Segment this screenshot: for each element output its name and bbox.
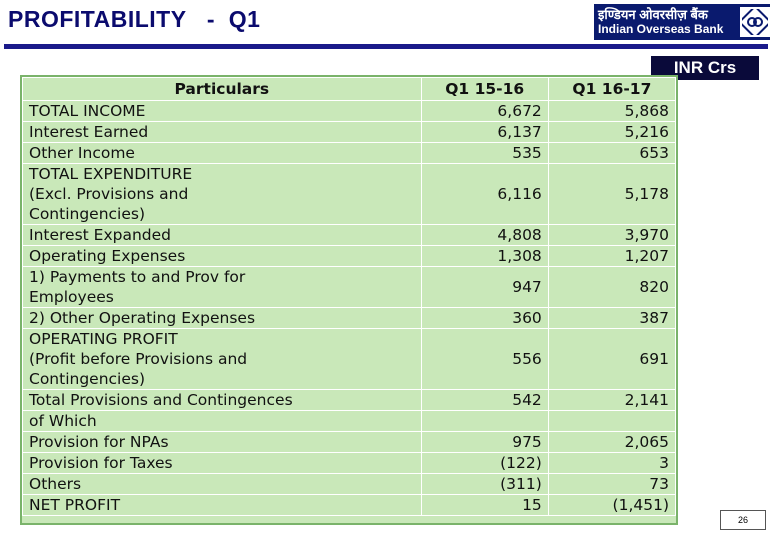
- value-q1-15-16: 6,137: [420, 121, 549, 143]
- row-label: Operating Expenses: [22, 245, 422, 267]
- value-q1-15-16: 360: [420, 307, 549, 329]
- value-q1-15-16: 975: [420, 431, 549, 453]
- value-q1-15-16: 6,672: [420, 100, 549, 122]
- row-label: Provision for NPAs: [22, 431, 422, 453]
- value-q1-15-16: 535: [420, 142, 549, 164]
- bank-emblem-icon: [740, 7, 770, 37]
- table-row: TOTAL INCOME 6,672 5,868: [22, 100, 677, 122]
- value-q1-16-17: 1,207: [547, 245, 677, 267]
- table-row: TOTAL EXPENDITURE (Excl. Provisions and Co…: [22, 163, 677, 225]
- table-header-row: Particulars Q1 15-16 Q1 16-17: [22, 77, 677, 101]
- value-q1-15-16: 556: [420, 328, 549, 390]
- value-q1-15-16: (311): [420, 473, 549, 495]
- value-q1-16-17: 5,868: [547, 100, 677, 122]
- page-title: PROFITABILITY - Q1: [8, 6, 261, 32]
- row-label: 2) Other Operating Expenses: [22, 307, 422, 329]
- row-label: TOTAL EXPENDITURE (Excl. Provisions and Co…: [22, 163, 422, 225]
- row-label: 1) Payments to and Prov for Employees: [22, 266, 422, 308]
- unit-label: INR Crs: [651, 56, 759, 80]
- table-row: Total Provisions and Contingences 542 2,14…: [22, 389, 677, 411]
- table-row: Other Income 535 653: [22, 142, 677, 164]
- value-q1-15-16: 542: [420, 389, 549, 411]
- value-q1-15-16: 4,808: [420, 224, 549, 246]
- value-q1-15-16: 1,308: [420, 245, 549, 267]
- table-row: of Which: [22, 410, 677, 432]
- value-q1-16-17: (1,451): [547, 494, 677, 516]
- logo-english-text: Indian Overseas Bank: [598, 22, 724, 36]
- value-q1-15-16: (122): [420, 452, 549, 474]
- row-label: OPERATING PROFIT (Profit before Provision…: [22, 328, 422, 390]
- row-label: Total Provisions and Contingences: [22, 389, 422, 411]
- table-row: OPERATING PROFIT (Profit before Provision…: [22, 328, 677, 390]
- row-label: Provision for Taxes: [22, 452, 422, 474]
- value-q1-16-17: [547, 410, 677, 432]
- value-q1-16-17: 5,216: [547, 121, 677, 143]
- table-row: Provision for NPAs 975 2,065: [22, 431, 677, 453]
- value-q1-16-17: 2,141: [547, 389, 677, 411]
- value-q1-16-17: 2,065: [547, 431, 677, 453]
- value-q1-16-17: 820: [547, 266, 677, 308]
- logo-hindi-text: इण्डियन ओवरसीज़ बैंक: [598, 7, 708, 22]
- table-row: Operating Expenses 1,308 1,207: [22, 245, 677, 267]
- value-q1-16-17: 73: [547, 473, 677, 495]
- table-row: 2) Other Operating Expenses 360 387: [22, 307, 677, 329]
- logo-text: इण्डियन ओवरसीज़ बैंक Indian Overseas Ban…: [594, 7, 738, 37]
- column-header-q1-16-17: Q1 16-17: [547, 77, 677, 101]
- row-label: Other Income: [22, 142, 422, 164]
- row-label: Others: [22, 473, 422, 495]
- value-q1-15-16: [420, 410, 549, 432]
- value-q1-16-17: 5,178: [547, 163, 677, 225]
- table-row: Interest Expanded 4,808 3,970: [22, 224, 677, 246]
- value-q1-16-17: 653: [547, 142, 677, 164]
- row-label: Interest Expanded: [22, 224, 422, 246]
- profitability-table: Particulars Q1 15-16 Q1 16-17 TOTAL INCO…: [20, 75, 678, 525]
- row-label: Interest Earned: [22, 121, 422, 143]
- value-q1-15-16: 15: [420, 494, 549, 516]
- row-label: of Which: [22, 410, 422, 432]
- column-header-particulars: Particulars: [22, 77, 422, 101]
- value-q1-16-17: 3,970: [547, 224, 677, 246]
- row-label: NET PROFIT: [22, 494, 422, 516]
- row-label: TOTAL INCOME: [22, 100, 422, 122]
- table-row: Interest Earned 6,137 5,216: [22, 121, 677, 143]
- value-q1-15-16: 6,116: [420, 163, 549, 225]
- column-header-q1-15-16: Q1 15-16: [420, 77, 549, 101]
- value-q1-16-17: 3: [547, 452, 677, 474]
- table-row: Others (311) 73: [22, 473, 677, 495]
- table-row: Provision for Taxes (122) 3: [22, 452, 677, 474]
- bank-logo: इण्डियन ओवरसीज़ बैंक Indian Overseas Ban…: [594, 4, 770, 40]
- title-divider: [4, 44, 768, 49]
- table-row: 1) Payments to and Prov for Employees 947 8…: [22, 266, 677, 308]
- value-q1-15-16: 947: [420, 266, 549, 308]
- value-q1-16-17: 691: [547, 328, 677, 390]
- table-row: NET PROFIT 15 (1,451): [22, 494, 677, 516]
- page-number: 26: [720, 510, 766, 530]
- value-q1-16-17: 387: [547, 307, 677, 329]
